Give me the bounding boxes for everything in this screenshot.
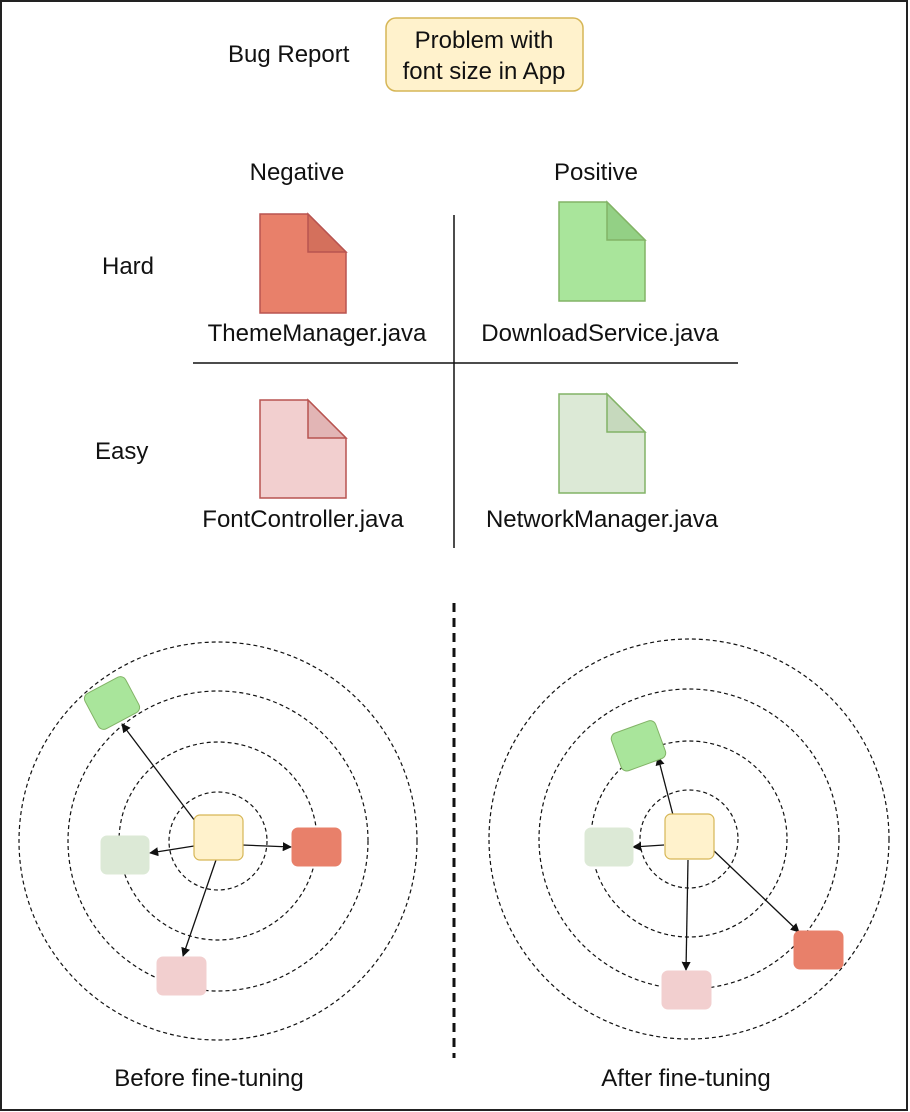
hard-negative-embedding — [793, 930, 844, 970]
caption-after-fine-tuning: After fine-tuning — [601, 1065, 770, 1092]
file-icon-hard-negative — [259, 212, 348, 314]
bug-report-text-line1: Problem with — [415, 27, 554, 54]
column-header-positive: Positive — [554, 159, 638, 186]
similarity-ring — [488, 638, 890, 1040]
similarity-arrow — [632, 841, 665, 852]
similarity-arrow — [149, 845, 195, 857]
row-header-easy: Easy — [95, 438, 148, 465]
hard-negative-embedding — [291, 827, 342, 867]
similarity-ring — [538, 688, 840, 990]
query-embedding — [664, 813, 715, 860]
similarity-arrow — [711, 848, 800, 933]
file-name-hard-positive: DownloadService.java — [481, 320, 719, 347]
column-header-negative: Negative — [250, 159, 345, 186]
easy-positive-embedding — [584, 827, 634, 867]
easy-positive-embedding — [100, 835, 150, 875]
row-header-hard: Hard — [102, 253, 154, 280]
similarity-arrow — [655, 756, 674, 816]
query-embedding — [193, 814, 244, 861]
embedding-diagram-before — [18, 641, 418, 1041]
hard-positive-embedding — [610, 720, 667, 772]
file-icon-easy-positive — [558, 392, 647, 494]
similarity-ring — [168, 791, 268, 891]
similarity-arrow — [681, 859, 691, 971]
embedding-diagram-after — [488, 638, 890, 1040]
file-name-hard-negative: ThemeManager.java — [208, 320, 427, 347]
similarity-ring — [67, 690, 369, 992]
hard-positive-embedding — [83, 676, 141, 730]
bug-report-text-line2: font size in App — [403, 58, 566, 85]
similarity-ring — [18, 641, 418, 1041]
file-name-easy-positive: NetworkManager.java — [486, 506, 719, 533]
file-name-easy-negative: FontController.java — [202, 506, 404, 533]
similarity-arrow — [241, 842, 292, 852]
bug-report-box — [385, 17, 584, 92]
easy-negative-embedding — [661, 970, 712, 1010]
caption-before-fine-tuning: Before fine-tuning — [114, 1065, 303, 1092]
easy-negative-embedding — [156, 956, 207, 996]
similarity-arrow — [121, 723, 199, 826]
similarity-ring — [590, 740, 788, 938]
similarity-arrow — [181, 859, 217, 957]
file-icon-hard-positive — [558, 200, 647, 302]
file-icon-easy-negative — [259, 398, 348, 499]
similarity-ring — [639, 789, 739, 889]
bug-report-label: Bug Report — [228, 41, 350, 68]
